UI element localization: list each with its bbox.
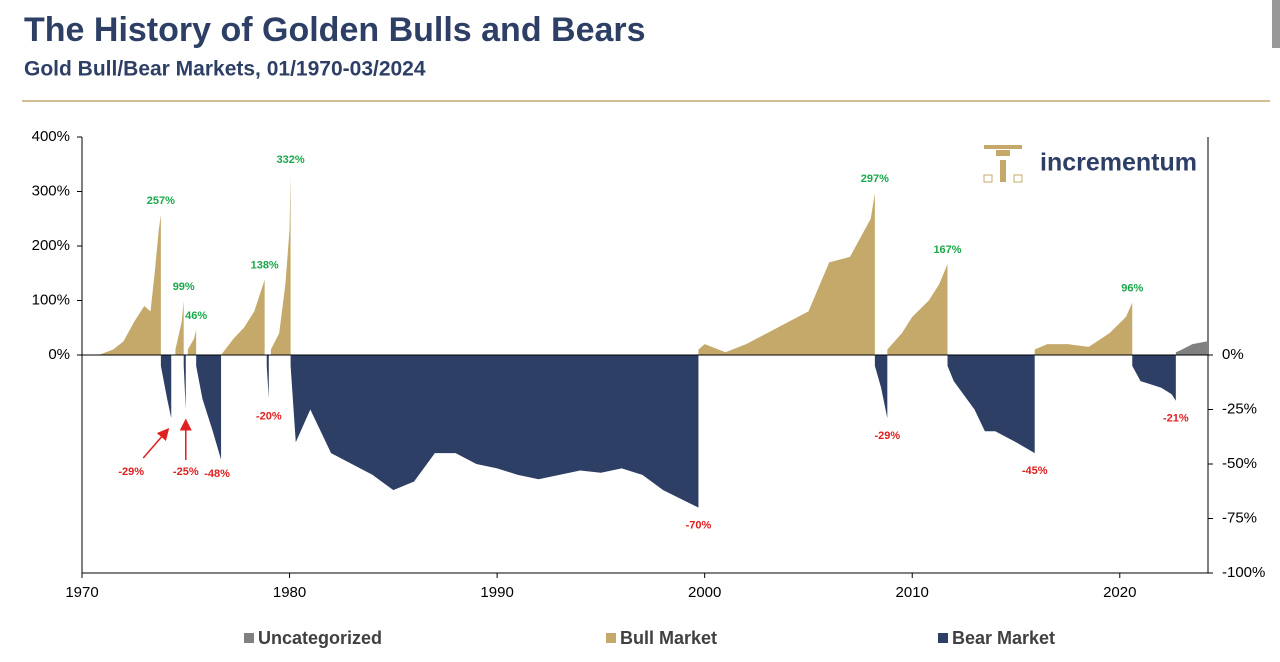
area [98,174,1133,355]
corner [1272,0,1280,48]
y-tick-label: 400% [32,128,70,145]
peak-label: 96% [1121,283,1143,295]
arrow [142,427,170,459]
peak-label: 332% [277,154,305,166]
y2-tick-label: -25% [1222,400,1257,417]
area [1175,341,1207,355]
trough-label: -25% [173,466,199,478]
y2-tick-label: -75% [1222,509,1257,526]
x-tick-label: 2010 [896,584,929,601]
y-tick-label: 0% [48,346,70,363]
trough-label: -45% [1022,465,1048,477]
x-tick-label: 1980 [273,584,306,601]
area [160,355,1176,508]
logo-icon [983,145,1023,183]
trough-label: -29% [874,430,900,442]
peak-label: 138% [251,260,279,272]
trough-label: -29% [118,466,144,478]
subtitle: Gold Bull/Bear Markets, 01/1970-03/2024 [24,58,426,81]
legend-swatch [244,633,254,643]
trough-label: -48% [204,468,230,480]
legend-label: Bull Market [620,628,717,648]
legend-label: Uncategorized [258,628,382,648]
peak-label: 99% [173,281,195,293]
legend-label: Bear Market [952,628,1055,648]
y-tick-label: 100% [32,291,70,308]
title: The History of Golden Bulls and Bears [24,11,646,49]
trough-label: -70% [686,520,712,532]
x-tick-label: 1990 [480,584,513,601]
x-tick-label: 2000 [688,584,721,601]
legend-swatch [938,633,948,643]
x-tick-label: 2020 [1103,584,1136,601]
peak-label: 297% [861,173,889,185]
legend-swatch [606,633,616,643]
trough-label: -21% [1163,413,1189,425]
y-tick-label: 300% [32,182,70,199]
y2-tick-label: -50% [1222,455,1257,472]
y2-tick-label: 0% [1222,346,1244,363]
y-tick-label: 200% [32,237,70,254]
logo: incrementum [1040,149,1197,177]
x-tick-label: 1970 [65,584,98,601]
peak-label: 257% [147,195,175,207]
peak-label: 46% [185,310,207,322]
trough-label: -20% [256,411,282,423]
y2-tick-label: -100% [1222,564,1265,581]
peak-label: 167% [933,244,961,256]
